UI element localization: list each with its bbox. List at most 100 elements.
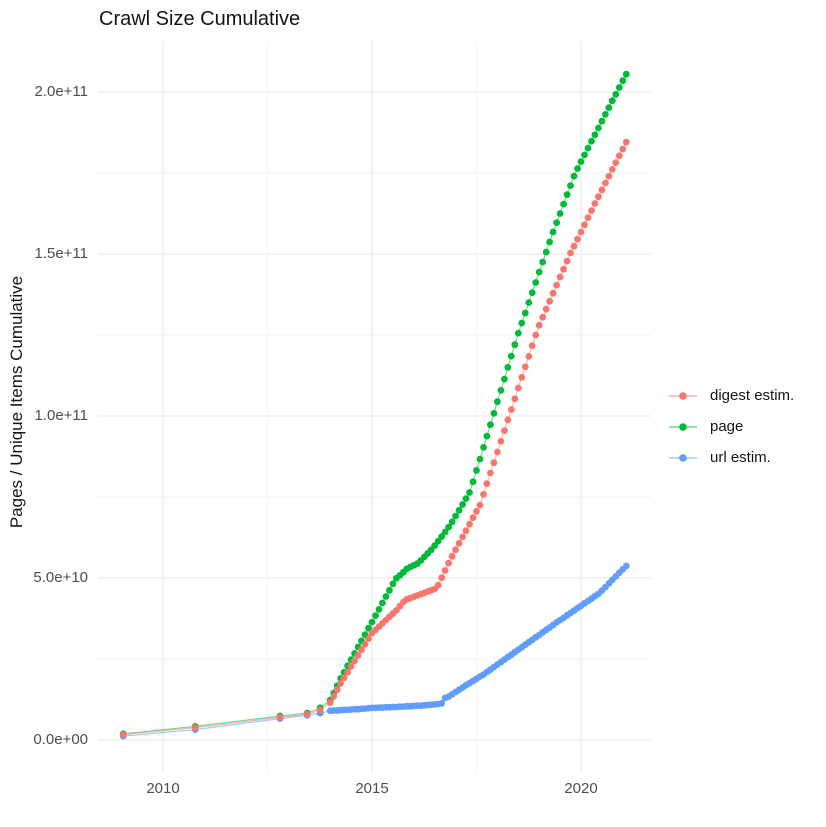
data-point <box>619 145 627 153</box>
data-point <box>535 321 543 329</box>
data-point <box>483 432 491 440</box>
legend-label: page <box>710 418 744 435</box>
data-point <box>276 713 284 721</box>
data-point <box>574 235 581 243</box>
data-point <box>455 539 463 547</box>
data-point <box>441 528 449 536</box>
x-tick-label: 2010 <box>146 780 180 797</box>
legend-item-url-estim: url estim. <box>668 442 824 473</box>
minor-gridlines <box>98 41 651 773</box>
data-point <box>563 257 571 265</box>
data-point <box>473 467 480 474</box>
data-point <box>494 448 501 456</box>
data-point <box>469 514 477 522</box>
x-tick-label: 2020 <box>564 780 598 797</box>
data-point <box>448 552 456 560</box>
data-point <box>511 395 519 403</box>
data-point <box>365 624 372 632</box>
data-point <box>525 353 533 360</box>
y-tick-label: 1.0e+11 <box>34 407 88 424</box>
legend-label: digest estim. <box>710 387 795 404</box>
data-point <box>514 329 522 337</box>
data-point <box>507 406 515 413</box>
legend-item-digest-estim: digest estim. <box>668 380 824 411</box>
data-point <box>365 635 372 642</box>
data-point <box>368 618 376 626</box>
data-point <box>608 97 616 105</box>
data-point <box>612 159 620 167</box>
data-point <box>521 363 529 371</box>
data-point <box>563 191 571 199</box>
data-point <box>452 512 459 520</box>
data-point <box>560 200 567 208</box>
data-point <box>504 364 512 371</box>
data-point <box>375 606 383 613</box>
data-point <box>577 228 585 236</box>
data-point <box>434 581 442 589</box>
data-point <box>434 537 442 545</box>
data-point <box>455 506 463 514</box>
data-point <box>438 700 446 707</box>
data-point <box>595 193 602 201</box>
data-point <box>591 200 599 207</box>
data-point <box>303 711 311 718</box>
data-point <box>598 186 606 194</box>
data-point <box>615 84 623 91</box>
legend: digest estim. page url estim. <box>668 380 824 473</box>
legend-key-dot <box>679 391 687 400</box>
data-point <box>605 104 613 111</box>
data-point <box>354 652 362 659</box>
data-point <box>584 214 592 222</box>
data-point <box>333 686 341 694</box>
data-point <box>622 138 630 146</box>
legend-key-dot <box>679 422 687 431</box>
data-point <box>518 374 526 381</box>
data-point <box>494 398 501 406</box>
data-point <box>615 152 623 160</box>
data-point <box>316 706 324 714</box>
data-point <box>549 228 557 236</box>
data-point <box>351 657 358 665</box>
data-point <box>459 533 466 541</box>
data-point <box>490 459 498 467</box>
data-point <box>518 319 526 327</box>
legend-key-url-icon <box>669 453 697 462</box>
data-point <box>588 137 595 145</box>
data-point <box>330 692 338 700</box>
data-point <box>452 546 459 554</box>
data-point <box>581 221 588 229</box>
series-digest-estim <box>119 138 630 738</box>
data-point <box>602 179 609 187</box>
data-point <box>581 151 588 159</box>
data-point <box>532 331 540 339</box>
data-point <box>476 501 484 509</box>
data-point <box>504 416 512 424</box>
data-point <box>567 249 574 257</box>
data-point <box>497 387 505 394</box>
data-point <box>605 172 613 180</box>
y-tick-label: 2.0e+11 <box>34 83 88 100</box>
data-point <box>521 309 529 317</box>
data-point <box>532 279 540 286</box>
data-point <box>445 523 452 531</box>
data-point <box>553 219 560 227</box>
data-point <box>560 265 567 273</box>
data-point <box>462 527 470 535</box>
data-point <box>546 238 553 246</box>
series-url-estim <box>119 562 630 740</box>
data-point <box>372 612 379 619</box>
data-point <box>191 724 199 732</box>
data-point <box>574 165 581 172</box>
major-gridlines <box>98 41 651 773</box>
data-point <box>595 124 602 132</box>
series-page <box>119 70 630 738</box>
data-point <box>570 242 578 250</box>
legend-key-digest-icon <box>669 391 697 400</box>
data-point <box>487 469 494 477</box>
data-point <box>608 166 616 173</box>
data-point <box>612 90 620 98</box>
data-point <box>358 646 365 654</box>
legend-key-dot <box>679 453 687 462</box>
x-tick-label: 2015 <box>355 780 389 797</box>
